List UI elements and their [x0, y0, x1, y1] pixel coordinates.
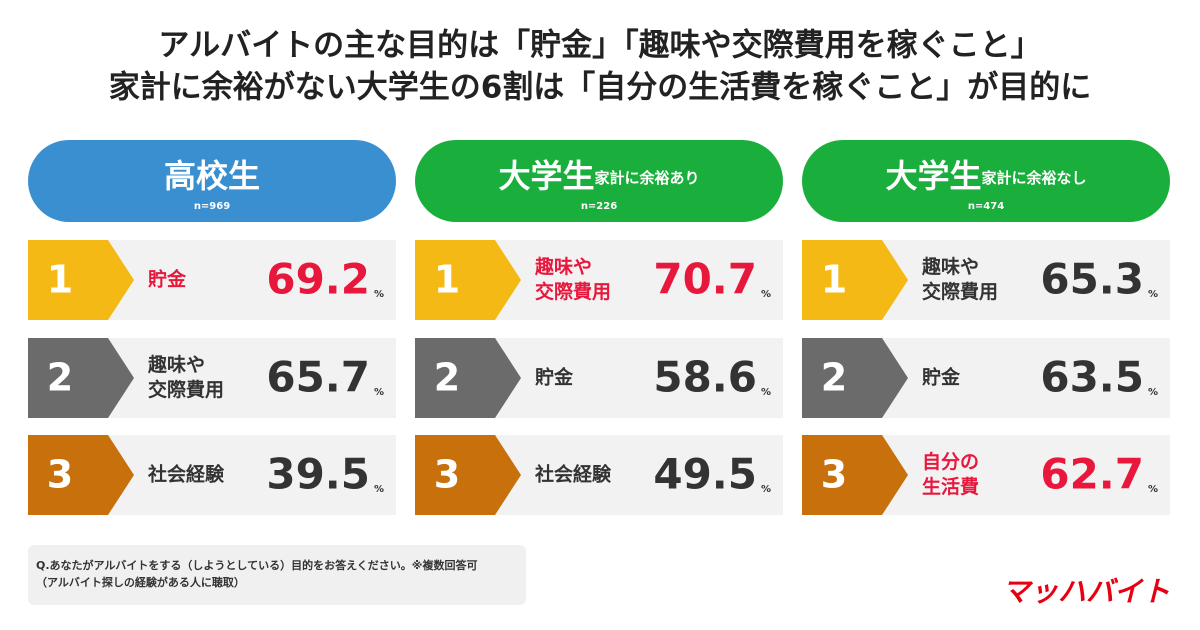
- sample-size: n=474: [968, 201, 1004, 212]
- column-header: [415, 140, 783, 222]
- item-value: 62.7: [1040, 450, 1144, 499]
- item-label: 趣味や: [534, 255, 592, 278]
- unit: %: [374, 387, 384, 398]
- title: 家計に余裕がない大学生の6割は「自分の生活費を稼ぐこと」が目的に: [109, 70, 1092, 106]
- rank-number: 2: [821, 356, 847, 400]
- rank-badge: [415, 240, 521, 320]
- rank-badge: [28, 338, 134, 418]
- title: アルバイトの主な目的は「貯金」「趣味や交際費用を稼ぐこと」: [158, 28, 1041, 64]
- sample-size: n=226: [581, 201, 617, 212]
- item-label: 趣味や: [147, 353, 205, 376]
- item-label: 生活費: [922, 475, 979, 498]
- rank-number: 3: [821, 453, 847, 497]
- sample-size: n=969: [194, 201, 230, 212]
- item-label: 社会経験: [147, 463, 225, 486]
- item-value: 70.7: [653, 255, 757, 304]
- rank-number: 3: [47, 453, 73, 497]
- unit: %: [1148, 484, 1158, 495]
- column-label-main: 大学生: [885, 157, 981, 195]
- column-sublabel: 家計に余裕なし: [982, 169, 1087, 187]
- rank-badge: [802, 338, 908, 418]
- rank-badge: [802, 435, 908, 515]
- column-label: 高校生: [164, 157, 260, 195]
- unit: %: [761, 387, 771, 398]
- item-label: 交際費用: [922, 280, 998, 303]
- item-label: 交際費用: [148, 378, 224, 401]
- unit: %: [374, 289, 384, 300]
- rank-badge: [802, 240, 908, 320]
- rank-number: 2: [47, 356, 73, 400]
- rank-badge: [415, 435, 521, 515]
- footnote-box: [28, 545, 526, 605]
- item-label: 社会経験: [534, 463, 612, 486]
- unit: %: [1148, 387, 1158, 398]
- rank-number: 2: [434, 356, 460, 400]
- rank-number: 1: [47, 258, 73, 302]
- column-header: [802, 140, 1170, 222]
- rank-number: 1: [434, 258, 460, 302]
- unit: %: [761, 484, 771, 495]
- footnote: Q.あなたがアルバイトをする（しようとしている）目的をお答えください。※複数回答…: [36, 558, 477, 572]
- item-value: 65.3: [1040, 255, 1144, 304]
- item-value: 63.5: [1040, 353, 1144, 402]
- logo: マッハバイト: [1002, 575, 1170, 608]
- item-value: 69.2: [266, 255, 370, 304]
- item-label: 貯金: [148, 268, 187, 291]
- column-header: [28, 140, 396, 222]
- unit: %: [374, 484, 384, 495]
- unit: %: [1148, 289, 1158, 300]
- unit: %: [761, 289, 771, 300]
- item-label: 自分の: [922, 450, 979, 473]
- rank-badge: [28, 240, 134, 320]
- item-value: 58.6: [653, 353, 757, 402]
- item-label: 貯金: [535, 366, 574, 389]
- column-label-main: 大学生: [498, 157, 594, 195]
- column-sublabel: 家計に余裕あり: [595, 169, 700, 187]
- item-value: 39.5: [266, 450, 370, 499]
- item-label: 趣味や: [921, 255, 979, 278]
- rank-badge: [415, 338, 521, 418]
- rank-badge: [28, 435, 134, 515]
- item-value: 65.7: [266, 353, 370, 402]
- item-label: 貯金: [922, 366, 961, 389]
- item-label: 交際費用: [535, 280, 611, 303]
- rank-number: 1: [821, 258, 847, 302]
- column-label-main: 高校生: [164, 157, 260, 195]
- rank-number: 3: [434, 453, 460, 497]
- column-label: 大学生家計に余裕あり: [498, 157, 699, 195]
- item-value: 49.5: [653, 450, 757, 499]
- column-label: 大学生家計に余裕なし: [885, 157, 1086, 195]
- footnote: （アルバイト探しの経験がある人に聴取）: [36, 575, 245, 589]
